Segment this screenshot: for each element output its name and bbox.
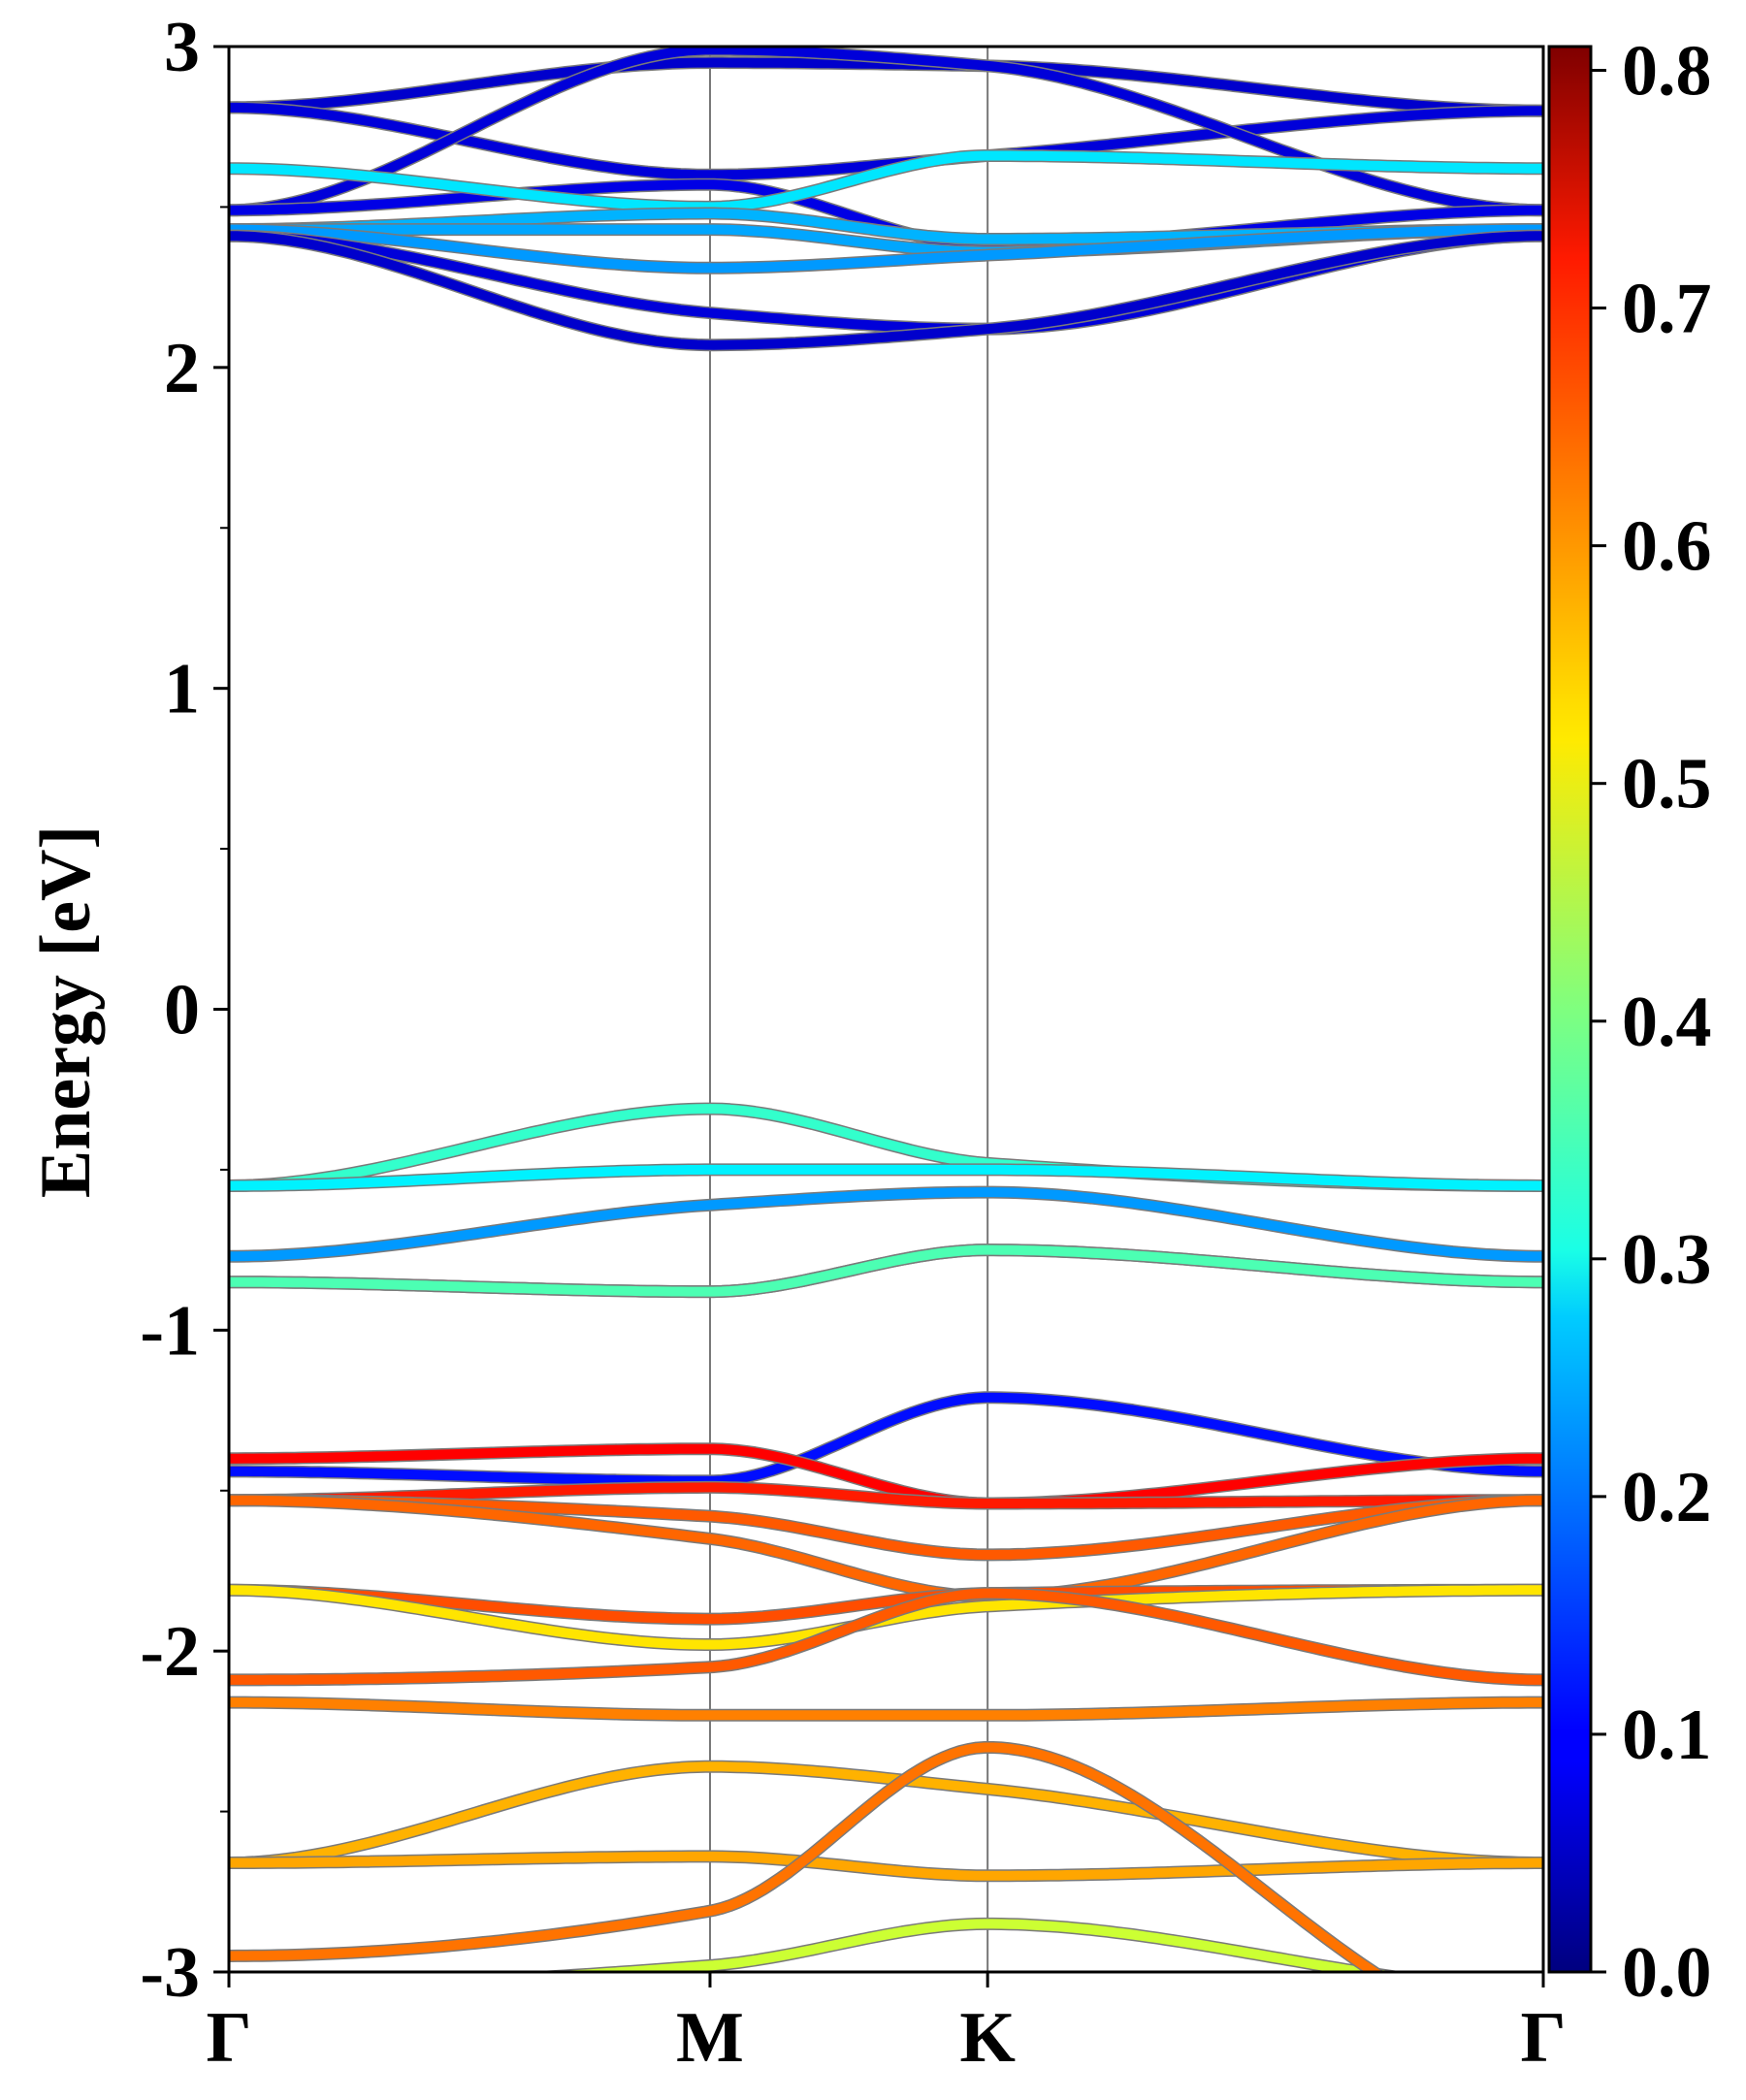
colorbar-ticks: 0.0 0.1 0.2 0.3 0.4 0.5 0.6 0.7 0.8 (1591, 32, 1712, 2013)
band-line-26 (229, 1851, 1543, 1881)
colorbar: 0.0 0.1 0.2 0.3 0.4 0.5 0.6 0.7 0.8 (1547, 32, 1712, 2013)
y-tick-label: 0 (164, 971, 200, 1050)
colorbar-tick-label: 0.2 (1622, 1458, 1712, 1537)
band-line-17 (229, 1443, 1543, 1508)
y-tick-label: -2 (140, 1612, 200, 1692)
y-tick-label: -3 (140, 1933, 200, 2013)
band-line-27 (547, 1919, 1396, 1972)
band-line-24 (229, 1697, 1543, 1721)
colorbar-tick-label: 0.3 (1622, 1220, 1712, 1300)
band-line-13 (229, 1187, 1543, 1262)
y-axis-label: Energy [eV] (26, 825, 106, 1198)
y-tick-label: 1 (164, 650, 200, 729)
x-tick-label: Γ (206, 1998, 251, 2078)
band-line-28 (229, 1742, 1383, 1972)
colorbar-tick-label: 0.8 (1622, 32, 1712, 112)
band-line-23 (229, 1588, 1543, 1685)
colorbar-tick-label: 0.0 (1622, 1933, 1712, 2013)
colorbar-tick-label: 0.7 (1622, 270, 1712, 349)
band-line-16 (229, 1392, 1543, 1486)
band-line-15 (229, 1244, 1543, 1297)
k-point-gridlines (708, 47, 989, 1972)
colorbar-gradient (1547, 45, 1593, 1974)
colorbar-tick-label: 0.6 (1622, 507, 1712, 587)
colorbar-tick-label: 0.1 (1622, 1696, 1712, 1775)
x-tick-label: M (676, 1998, 744, 2078)
band-line-25 (229, 1761, 1543, 1868)
band-line-5 (229, 150, 1543, 212)
x-tick-label: K (959, 1998, 1016, 2078)
band-line-12 (229, 1164, 1543, 1191)
band-line-18 (229, 1482, 1543, 1508)
band-line-8 (229, 224, 1543, 274)
y-tick-label: 2 (164, 329, 200, 408)
band-line-10 (229, 231, 1543, 350)
band-line-19 (229, 1495, 1543, 1560)
band-line-20 (229, 1495, 1543, 1601)
band-lines (229, 47, 1543, 1972)
colorbar-tick-label: 0.4 (1622, 983, 1712, 1062)
colorbar-tick-label: 0.5 (1622, 745, 1712, 824)
y-tick-label: -1 (140, 1291, 200, 1371)
band-line-1 (229, 57, 1543, 116)
y-axis: -3 -2 -1 0 1 2 3 (140, 8, 229, 2013)
band-outline (229, 1185, 1543, 1263)
x-tick-label: Γ (1520, 1998, 1566, 2078)
y-tick-label: 3 (164, 8, 200, 87)
